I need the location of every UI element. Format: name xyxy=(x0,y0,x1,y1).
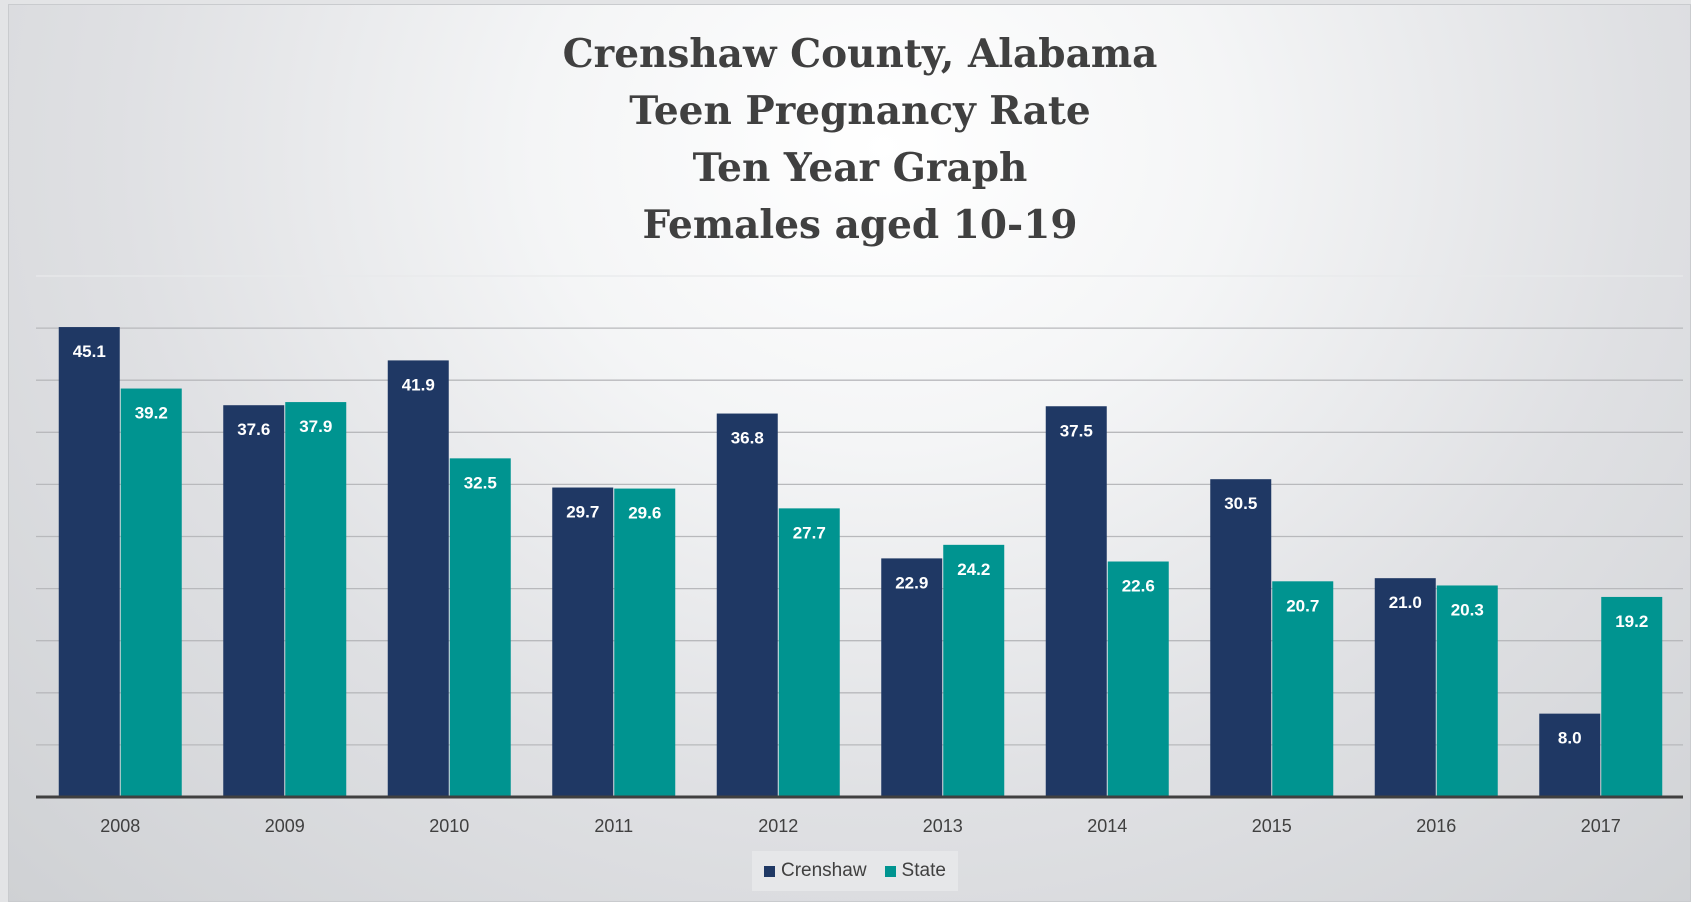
x-tick-label-2009: 2009 xyxy=(265,816,305,836)
data-label-crenshaw-2015: 30.5 xyxy=(1224,494,1257,513)
bar-crenshaw-2015 xyxy=(1210,479,1272,797)
legend-item-crenshaw: Crenshaw xyxy=(764,860,867,882)
legend-item-state: State xyxy=(884,860,946,882)
data-label-state-2017: 19.2 xyxy=(1615,612,1648,631)
bar-state-2015 xyxy=(1272,581,1334,797)
x-tick-label-2012: 2012 xyxy=(758,816,798,836)
title-line-4: Females aged 10-19 xyxy=(642,202,1078,248)
title-line-2: Teen Pregnancy Rate xyxy=(629,88,1091,134)
data-label-crenshaw-2017: 8.0 xyxy=(1558,729,1582,748)
x-tick-label-2017: 2017 xyxy=(1581,816,1621,836)
data-label-crenshaw-2009: 37.6 xyxy=(237,420,270,439)
data-label-state-2009: 37.9 xyxy=(299,417,332,436)
x-tick-label-2014: 2014 xyxy=(1087,816,1127,836)
data-label-state-2012: 27.7 xyxy=(793,523,826,542)
data-label-state-2014: 22.6 xyxy=(1122,577,1155,596)
x-tick-label-2008: 2008 xyxy=(100,816,140,836)
legend: Crenshaw State xyxy=(752,851,958,891)
bar-state-2017 xyxy=(1601,596,1663,797)
data-label-crenshaw-2014: 37.5 xyxy=(1060,421,1093,440)
data-label-crenshaw-2011: 29.7 xyxy=(566,503,599,522)
x-tick-label-2015: 2015 xyxy=(1252,816,1292,836)
data-label-state-2015: 20.7 xyxy=(1286,596,1319,615)
data-label-state-2013: 24.2 xyxy=(957,560,990,579)
legend-swatch-crenshaw xyxy=(764,865,775,877)
legend-label-crenshaw: Crenshaw xyxy=(781,860,867,881)
x-tick-label-2011: 2011 xyxy=(594,816,633,836)
bar-state-2009 xyxy=(285,402,347,797)
data-label-crenshaw-2013: 22.9 xyxy=(895,573,928,592)
bar-crenshaw-2008 xyxy=(58,327,120,797)
bar-crenshaw-2016 xyxy=(1374,578,1436,797)
bar-state-2016 xyxy=(1436,585,1498,797)
data-label-crenshaw-2008: 45.1 xyxy=(73,342,106,361)
data-label-state-2011: 29.6 xyxy=(628,504,661,523)
bar-crenshaw-2010 xyxy=(387,360,449,797)
bar-crenshaw-2009 xyxy=(223,405,285,797)
data-label-crenshaw-2016: 21.0 xyxy=(1389,593,1422,612)
bar-crenshaw-2017 xyxy=(1539,713,1601,797)
bar-state-2011 xyxy=(614,488,676,797)
x-tick-label-2016: 2016 xyxy=(1416,816,1456,836)
bar-crenshaw-2013 xyxy=(881,558,943,797)
title-line-3: Ten Year Graph xyxy=(692,145,1028,191)
data-label-crenshaw-2010: 41.9 xyxy=(402,375,435,394)
legend-swatch-state xyxy=(884,865,896,877)
bar-state-2008 xyxy=(120,388,182,797)
bar-crenshaw-2014 xyxy=(1045,406,1107,797)
x-tick-label-2013: 2013 xyxy=(923,816,963,836)
bar-crenshaw-2012 xyxy=(716,413,778,797)
data-label-state-2008: 39.2 xyxy=(135,404,168,423)
bar-state-2012 xyxy=(778,508,840,797)
data-label-state-2016: 20.3 xyxy=(1451,600,1484,619)
bar-crenshaw-2011 xyxy=(552,487,614,797)
bar-state-2013 xyxy=(943,544,1005,797)
data-label-crenshaw-2012: 36.8 xyxy=(731,429,764,448)
bar-state-2014 xyxy=(1107,561,1169,797)
chart-title: Crenshaw County, Alabama Teen Pregnancy … xyxy=(0,26,1691,254)
title-line-1: Crenshaw County, Alabama xyxy=(562,31,1158,77)
legend-label-state: State xyxy=(901,860,946,881)
data-label-state-2010: 32.5 xyxy=(464,473,497,492)
bar-state-2010 xyxy=(449,458,511,797)
x-tick-label-2010: 2010 xyxy=(429,816,469,836)
